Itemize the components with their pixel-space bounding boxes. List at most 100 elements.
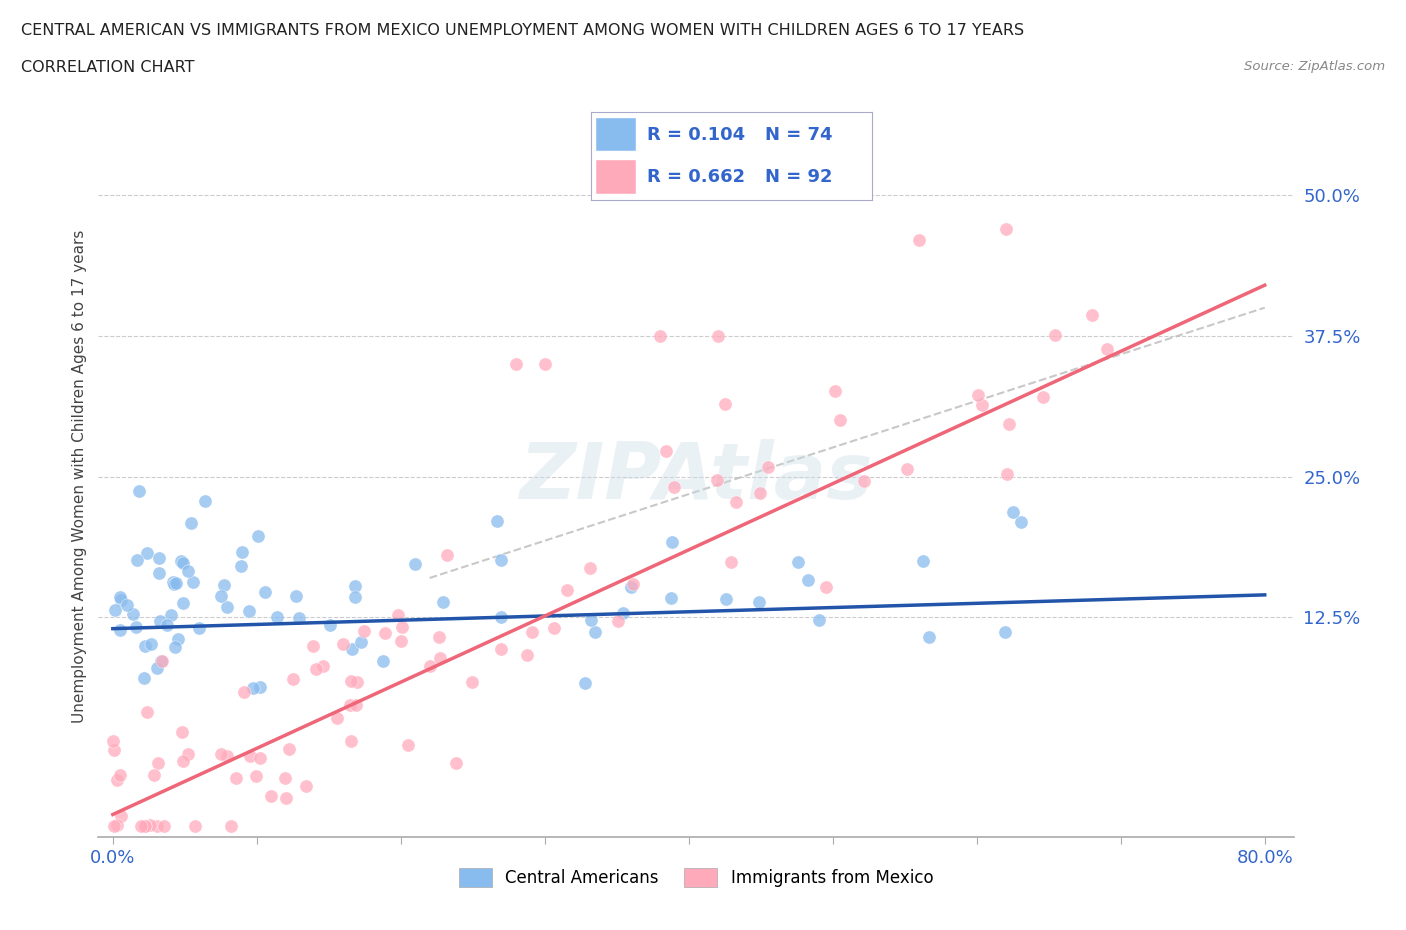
Point [659,591,682,605]
Point [176,565,198,579]
Point [150,654,173,669]
Point [312,658,335,673]
Point [242,680,264,695]
Point [344,590,367,604]
Point [491,552,513,567]
Point [579,561,602,576]
Point [246,529,269,544]
Point [135,704,157,719]
Point [134,638,156,653]
Point [621,577,644,591]
Point [162,577,184,591]
Point [814,579,837,594]
Point [110,592,132,607]
Point [225,771,247,786]
Point [249,751,271,765]
Point [429,650,451,665]
Point [797,572,820,587]
Point [970,397,993,412]
Point [581,612,603,627]
Point [706,328,728,343]
Point [918,630,941,644]
Point [139,636,162,651]
Point [912,553,935,568]
Point [295,778,318,793]
Point [302,639,325,654]
Point [274,770,297,785]
Bar [596,118,636,152]
Point [661,535,683,550]
Point [214,578,236,592]
Point [807,613,830,628]
Point [830,412,852,427]
Point [444,755,467,770]
Text: CORRELATION CHART: CORRELATION CHART [21,60,194,75]
Point [720,554,742,569]
Point [998,417,1021,432]
Point [396,737,419,752]
Point [115,598,138,613]
Point [343,578,366,593]
Point [108,590,131,604]
Point [238,604,260,618]
Point [146,755,169,770]
Point [516,647,538,662]
Point [583,624,606,639]
Point [105,773,128,788]
Point [187,620,209,635]
Point [374,625,396,640]
Point [277,742,299,757]
Point [239,749,262,764]
Point [142,767,165,782]
Point [1043,327,1066,342]
Point [460,674,482,689]
Point [648,328,671,343]
Point [994,625,1017,640]
Point [129,818,152,833]
Text: N = 92: N = 92 [765,168,832,186]
Point [436,547,458,562]
Point [194,494,217,509]
Point [288,611,311,626]
Point [748,594,770,609]
Point [543,620,565,635]
Point [245,769,267,784]
Point [995,467,1018,482]
Point [281,671,304,686]
Point [574,675,596,690]
Point [180,515,202,530]
Text: R = 0.662: R = 0.662 [647,168,745,186]
Point [404,556,426,571]
Point [162,575,184,590]
Point [344,698,367,712]
Point [217,599,239,614]
Point [254,585,277,600]
Point [110,622,132,637]
Point [994,221,1017,236]
Point [346,675,368,690]
Point [486,513,509,528]
Point [340,642,363,657]
Point [505,356,527,371]
Point [172,753,194,768]
Point [148,551,170,565]
Point [209,589,232,604]
Point [1097,341,1119,356]
Text: CENTRAL AMERICAN VS IMMIGRANTS FROM MEXICO UNEMPLOYMENT AMONG WOMEN WITH CHILDRE: CENTRAL AMERICAN VS IMMIGRANTS FROM MEXI… [21,23,1024,38]
Point [231,544,253,559]
Point [655,444,678,458]
Point [353,624,375,639]
Point [706,472,728,487]
Point [139,817,162,832]
Point [491,610,513,625]
Point [177,746,200,761]
Point [786,554,808,569]
Point [756,459,779,474]
Point [332,636,354,651]
Point [134,818,156,833]
Point [908,232,931,247]
Text: N = 74: N = 74 [765,126,832,143]
Point [103,818,125,833]
Point [134,818,156,833]
Point [824,384,846,399]
